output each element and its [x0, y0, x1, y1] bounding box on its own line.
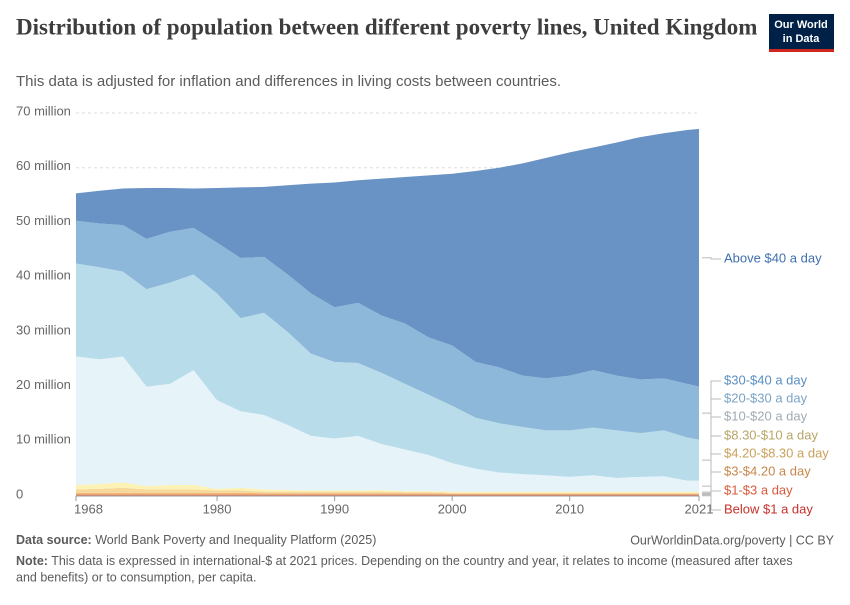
area: [76, 356, 699, 492]
area: [76, 128, 699, 387]
y-tick-label: 70 million: [16, 103, 71, 118]
note-text: This data is expressed in international-…: [51, 554, 792, 568]
area: [76, 482, 699, 493]
legend-label: $10-$20 a day: [724, 408, 808, 423]
x-tick-label: 1990: [320, 501, 349, 516]
legend-label: $3-$4.20 a day: [724, 463, 811, 478]
logo: [769, 14, 834, 52]
logo-text: Our World: [774, 19, 828, 31]
legend-label: $4.20-$8.30 a day: [724, 445, 829, 460]
area: [76, 263, 699, 481]
note: Note: This data is expressed in internat…: [16, 554, 793, 568]
legend-connector: [702, 495, 721, 511]
y-tick-label: 60 million: [16, 158, 71, 173]
legend-label: $20-$30 a day: [724, 390, 808, 405]
source-text: World Bank Poverty and Inequality Platfo…: [95, 533, 376, 547]
chart-subtitle: This data is adjusted for inflation and …: [16, 73, 561, 90]
x-tick-label: 2021: [685, 501, 714, 516]
x-tick-label: 1980: [203, 501, 232, 516]
area: [76, 492, 699, 495]
area: [76, 494, 699, 496]
y-tick-label: 50 million: [16, 213, 71, 228]
legend-label: $8.30-$10 a day: [724, 427, 818, 442]
legend-label: $30-$40 a day: [724, 372, 808, 387]
y-tick-label: 30 million: [16, 322, 71, 337]
note: and benefits) or to consumption, per cap…: [16, 570, 256, 584]
y-tick-label: 10 million: [16, 432, 71, 447]
y-tick-label: 20 million: [16, 377, 71, 392]
x-tick-label: 2000: [438, 501, 467, 516]
chart-title: Distribution of population between diffe…: [16, 14, 757, 39]
legend-label: $1-$3 a day: [724, 482, 793, 497]
legend-label: Below $1 a day: [724, 501, 813, 516]
area: [76, 487, 699, 494]
area: [76, 220, 699, 440]
x-tick-label: 2010: [555, 501, 584, 516]
logo-stripe: [769, 49, 834, 52]
logo-text: in Data: [783, 33, 821, 45]
x-tick-label: 1968: [74, 501, 103, 516]
note-label: Note:: [16, 554, 48, 568]
url: OurWorldinData.org/poverty | CC BY: [630, 533, 834, 547]
legend-connector: [702, 257, 721, 260]
source: Data source: World Bank Poverty and Ineq…: [16, 533, 376, 547]
y-tick-label: 0: [16, 486, 23, 501]
legend-connector: [702, 380, 721, 414]
legend-connector: [702, 398, 721, 461]
y-tick-label: 40 million: [16, 268, 71, 283]
source-label: Data source:: [16, 533, 92, 547]
legend-label: Above $40 a day: [724, 250, 822, 265]
